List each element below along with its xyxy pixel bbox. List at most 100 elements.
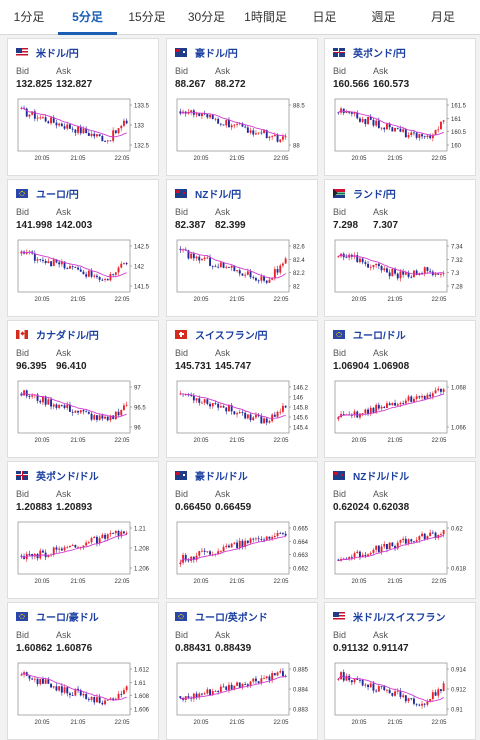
tab-1[interactable]: 1分足 — [13, 10, 45, 24]
candle — [268, 421, 271, 423]
candle — [350, 557, 353, 558]
candle — [431, 134, 434, 139]
candle — [413, 398, 415, 402]
tab-6[interactable]: 日足 — [312, 10, 337, 24]
candle — [101, 702, 104, 705]
pair-link[interactable]: ランド/円 — [333, 186, 396, 201]
tab-3[interactable]: 15分足 — [128, 10, 166, 24]
price-chart[interactable]: 0.885 0.884 0.883 20:05 21:05 22:05 — [173, 659, 313, 735]
pair-name[interactable]: ユーロ/英ポンド — [195, 612, 268, 624]
pair-link[interactable]: ユーロ/円 — [16, 186, 79, 201]
moving-average-line — [338, 393, 444, 418]
candle — [375, 545, 378, 550]
price-chart[interactable]: 0.914 0.912 0.91 20:05 21:05 22:05 — [331, 659, 471, 735]
pair-link[interactable]: 米ドル/スイスフラン — [333, 609, 446, 624]
price-chart[interactable]: 88.5 88 20:05 21:05 22:05 — [173, 95, 313, 171]
candle — [42, 396, 44, 403]
candle — [279, 139, 282, 142]
pair-link[interactable]: ユーロ/英ポンド — [175, 609, 268, 624]
y-tick-label: 161 — [451, 117, 462, 123]
price-chart[interactable]: 161.5 161 160.5 160 20:05 21:05 22:05 — [331, 95, 471, 171]
pair-name[interactable]: ランド/円 — [353, 189, 396, 201]
pair-link[interactable]: 米ドル/円 — [16, 45, 79, 60]
pair-link[interactable]: カナダドル/円 — [16, 327, 99, 342]
candle — [114, 698, 117, 700]
candle — [203, 113, 206, 115]
price-chart[interactable]: 142.5 142 141.5 20:05 21:05 22:05 — [14, 236, 154, 312]
candle — [44, 260, 47, 264]
pair-name[interactable]: ユーロ/豪ドル — [36, 612, 99, 624]
price-chart[interactable]: 133.5 133 132.5 20:05 21:05 22:05 — [14, 95, 154, 171]
tab-8[interactable]: 月足 — [430, 10, 455, 24]
candle — [104, 700, 106, 705]
pair-name[interactable]: 英ポンド/円 — [353, 48, 406, 60]
price-chart[interactable]: 7.34 7.32 7.3 7.28 20:05 21:05 22:05 — [331, 236, 471, 312]
tab-7[interactable]: 週足 — [371, 10, 396, 24]
pair-name[interactable]: 豪ドル/円 — [195, 48, 238, 60]
candle — [228, 405, 230, 412]
pair-link[interactable]: 英ポンド/ドル — [16, 468, 99, 483]
tab-5[interactable]: 1時間足 — [244, 10, 287, 24]
pair-name[interactable]: スイスフラン/円 — [195, 330, 268, 342]
price-chart[interactable]: 0.665 0.664 0.663 0.662 20:05 21:05 22:05 — [173, 518, 313, 594]
candle — [404, 695, 407, 702]
pair-name[interactable]: NZドル/ドル — [353, 471, 410, 483]
pair-link[interactable]: NZドル/ドル — [333, 468, 410, 483]
x-tick-label: 22:05 — [273, 156, 289, 162]
candle — [337, 679, 340, 681]
pair-name[interactable]: NZドル/円 — [195, 189, 242, 201]
candle — [271, 136, 274, 137]
price-chart[interactable]: 82.6 82.4 82.2 82 20:05 21:05 22:05 — [173, 236, 313, 312]
candle — [66, 268, 69, 270]
candle — [79, 126, 82, 134]
ask-label: Ask — [373, 66, 389, 76]
candle — [265, 418, 268, 423]
candle — [380, 546, 383, 553]
pair-link[interactable]: スイスフラン/円 — [175, 327, 268, 342]
x-tick-label: 20:05 — [193, 297, 209, 303]
pair-name[interactable]: 米ドル/スイスフラン — [353, 612, 446, 624]
pair-link[interactable]: ユーロ/ドル — [333, 327, 406, 342]
candle — [233, 265, 236, 272]
pair-name[interactable]: カナダドル/円 — [36, 330, 99, 342]
y-tick-label: 0.665 — [293, 527, 309, 533]
candle — [225, 407, 228, 412]
price-chart[interactable]: 1.21 1.208 1.206 20:05 21:05 22:05 — [14, 518, 154, 594]
bid-value: 160.566 — [333, 79, 370, 90]
pair-link[interactable]: 豪ドル/ドル — [175, 468, 248, 483]
pair-link[interactable]: NZドル/円 — [175, 186, 242, 201]
candle — [47, 399, 50, 405]
price-chart[interactable]: 1.612 1.61 1.608 1.606 20:05 21:05 22:05 — [14, 659, 154, 735]
tab-4[interactable]: 30分足 — [187, 10, 226, 24]
candle — [282, 263, 284, 266]
candle — [77, 688, 79, 691]
candle — [96, 697, 98, 703]
pair-name[interactable]: ユーロ/ドル — [353, 330, 406, 342]
pair-link[interactable]: 豪ドル/円 — [175, 45, 238, 60]
candle — [36, 678, 39, 685]
candle — [219, 406, 222, 408]
candle — [356, 255, 359, 263]
pair-link[interactable]: ユーロ/豪ドル — [16, 609, 99, 624]
pair-name[interactable]: ユーロ/円 — [36, 189, 79, 201]
candle — [410, 132, 413, 136]
pair-name[interactable]: 英ポンド/ドル — [36, 471, 99, 483]
candle — [284, 258, 287, 264]
price-chart[interactable]: 0.62 0.618 20:05 21:05 22:05 — [331, 518, 471, 594]
pair-link[interactable]: 英ポンド/円 — [333, 45, 406, 60]
pair-name[interactable]: 豪ドル/ドル — [195, 471, 248, 483]
bid-value: 0.66450 — [175, 502, 212, 513]
y-tick-label: 0.884 — [293, 688, 309, 694]
tab-2[interactable]: 5分足 — [58, 0, 117, 35]
price-chart[interactable]: 1.068 1.066 20:05 21:05 22:05 — [331, 377, 471, 453]
candle — [377, 263, 380, 267]
candle — [265, 536, 268, 541]
candle — [426, 267, 429, 271]
candle — [66, 124, 69, 129]
candle — [402, 538, 405, 541]
price-chart[interactable]: 97 96.5 96 20:05 21:05 22:05 — [14, 377, 154, 453]
price-chart[interactable]: 146.2 146 145.8 145.6 145.4 20:05 21:05 22:05 — [173, 377, 313, 453]
candle — [431, 393, 434, 397]
candle — [268, 136, 271, 139]
pair-name[interactable]: 米ドル/円 — [36, 48, 79, 60]
